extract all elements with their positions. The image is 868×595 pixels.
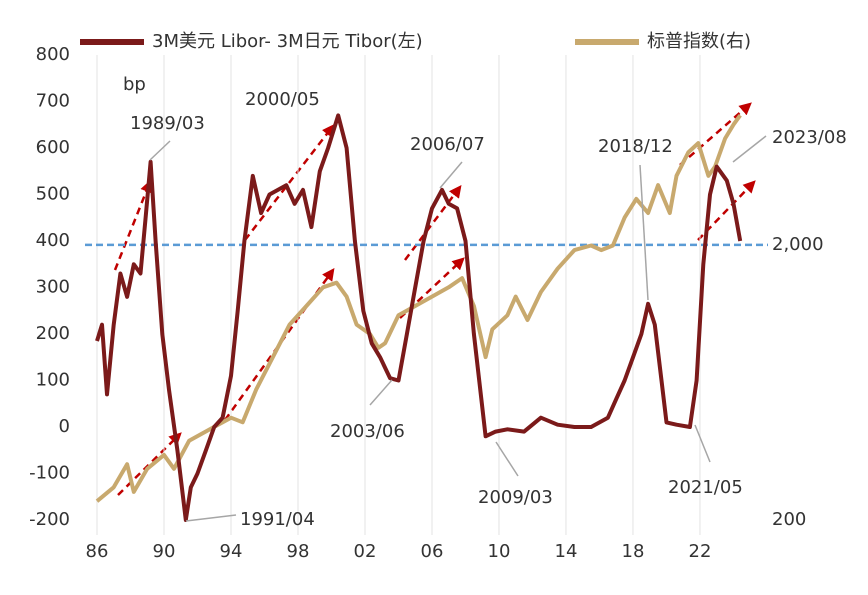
annotation: 2003/06 xyxy=(330,421,405,442)
x-tick-label: 06 xyxy=(421,541,444,562)
annotation-leader xyxy=(439,161,463,189)
x-tick-label: 02 xyxy=(354,541,377,562)
annotation-leader xyxy=(185,514,237,522)
x-tick-label: 10 xyxy=(488,541,511,562)
legend-label: 标普指数(右) xyxy=(647,31,751,52)
x-tick-label: 94 xyxy=(220,541,243,562)
annotation: 2000/05 xyxy=(245,89,320,110)
annotation: 2006/07 xyxy=(410,134,485,155)
x-tick-label: 86 xyxy=(86,541,109,562)
series-line xyxy=(95,114,742,503)
y-axis-label: bp xyxy=(123,74,146,95)
x-tick-label: 98 xyxy=(287,541,310,562)
annotation: 2023/08 xyxy=(772,127,847,148)
y-tick-label: 200 xyxy=(36,323,70,344)
y-tick-label: 400 xyxy=(36,230,70,251)
y2-tick-label: 200 xyxy=(772,509,806,530)
y-tick-label: 500 xyxy=(36,184,70,205)
y-tick-label: 300 xyxy=(36,277,70,298)
y2-tick-label: 2,000 xyxy=(772,234,824,255)
y-tick-label: 800 xyxy=(36,44,70,65)
annotation-leader xyxy=(495,441,519,477)
y-tick-label: -200 xyxy=(29,509,70,530)
annotation-leader xyxy=(149,140,171,161)
annotation: 1991/04 xyxy=(240,509,315,530)
y-tick-label: 600 xyxy=(36,137,70,158)
annotation-leader xyxy=(694,424,711,463)
y-tick-label: 700 xyxy=(36,91,70,112)
annotation: 2021/05 xyxy=(668,477,743,498)
y-tick-label: 0 xyxy=(59,416,70,437)
annotation-leader xyxy=(732,135,767,163)
y-tick-label: 100 xyxy=(36,370,70,391)
series-line xyxy=(95,113,743,522)
annotation-leader xyxy=(639,164,649,301)
annotation-leader xyxy=(369,379,393,406)
annotation: 2018/12 xyxy=(598,136,673,157)
annotation: 2009/03 xyxy=(478,487,553,508)
x-tick-label: 14 xyxy=(555,541,578,562)
x-tick-label: 22 xyxy=(689,541,712,562)
x-tick-label: 90 xyxy=(153,541,176,562)
annotation: 1989/03 xyxy=(130,113,205,134)
y-tick-label: -100 xyxy=(29,463,70,484)
x-tick-label: 18 xyxy=(622,541,645,562)
legend-label: 3M美元 Libor- 3M日元 Tibor(左) xyxy=(152,31,423,52)
